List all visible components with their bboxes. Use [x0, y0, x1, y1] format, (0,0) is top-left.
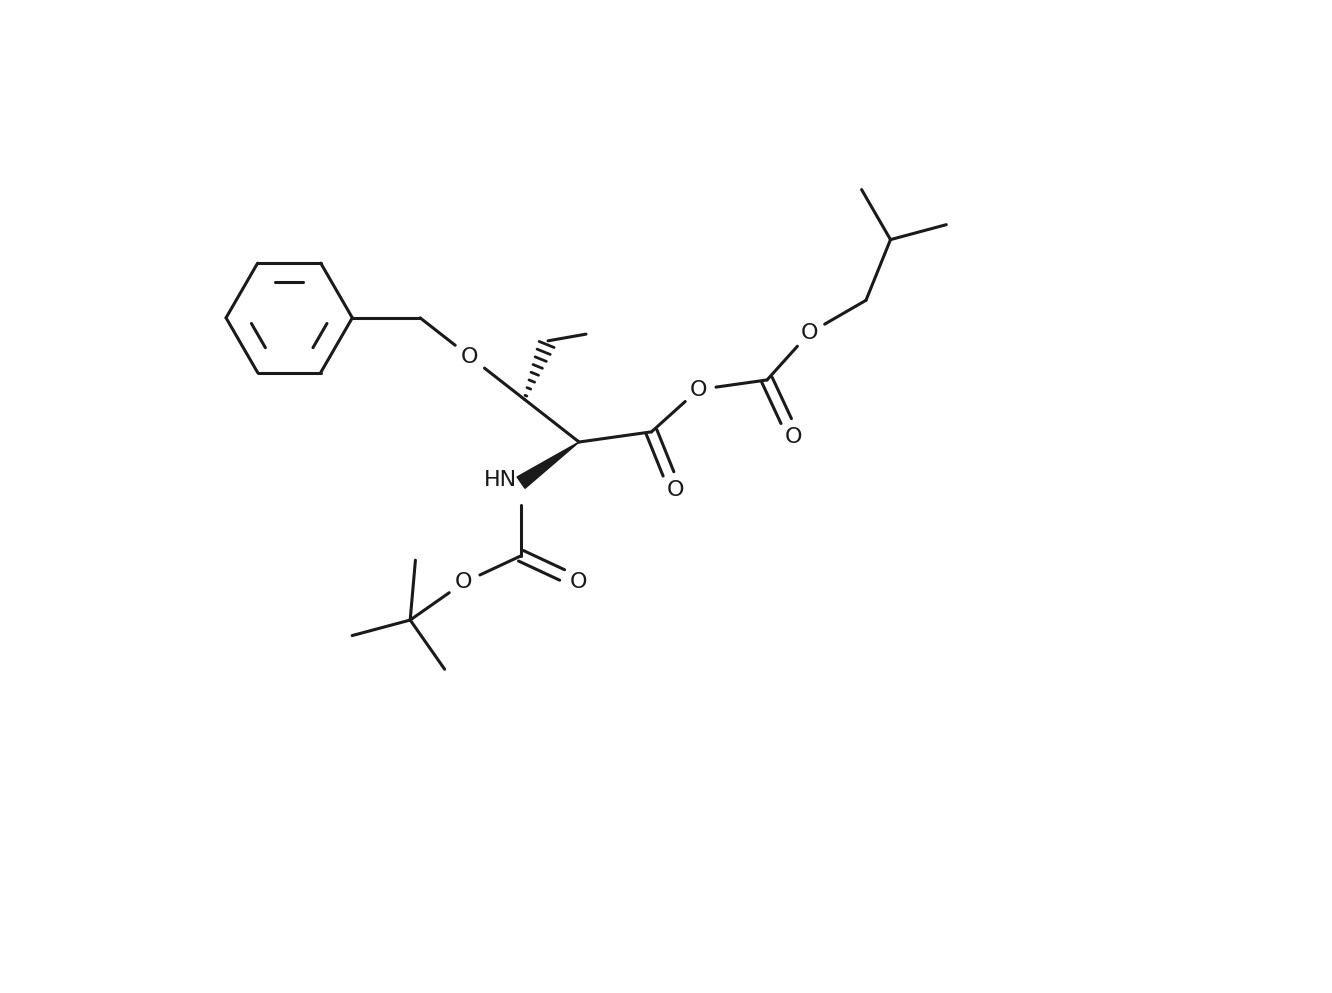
Text: O: O: [785, 427, 802, 447]
Text: O: O: [690, 379, 707, 399]
Text: HN: HN: [484, 470, 517, 490]
Text: O: O: [461, 347, 478, 366]
Polygon shape: [517, 442, 579, 489]
Text: O: O: [570, 573, 587, 593]
Text: O: O: [801, 323, 818, 343]
Text: O: O: [456, 573, 473, 593]
Text: O: O: [666, 481, 683, 500]
